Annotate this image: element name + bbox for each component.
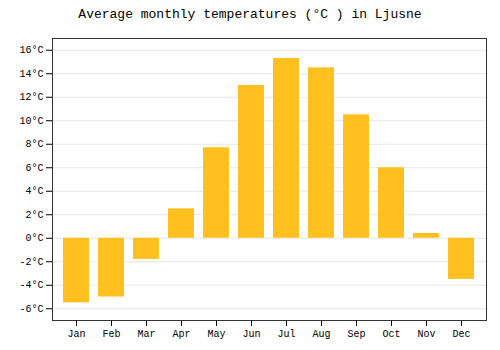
svg-text:14°C: 14°C xyxy=(19,69,43,80)
svg-text:Jul: Jul xyxy=(277,329,295,340)
svg-text:Apr: Apr xyxy=(172,329,190,340)
svg-text:Mar: Mar xyxy=(137,329,155,340)
svg-text:-2°C: -2°C xyxy=(19,257,43,268)
html-text:Average monthly temperatures (: Average monthly temperatures (°C ) in Lj… xyxy=(78,7,422,22)
svg-text:0°C: 0°C xyxy=(25,233,43,244)
svg-text:May: May xyxy=(207,329,225,340)
svg-text:Feb: Feb xyxy=(102,329,120,340)
svg-text:2°C: 2°C xyxy=(25,210,43,221)
svg-text:16°C: 16°C xyxy=(19,45,43,56)
svg-text:8°C: 8°C xyxy=(25,139,43,150)
svg-text:Oct: Oct xyxy=(382,329,400,340)
svg-text:Jan: Jan xyxy=(67,329,85,340)
svg-text:Aug: Aug xyxy=(312,329,330,340)
svg-text:Nov: Nov xyxy=(417,329,435,340)
svg-text:6°C: 6°C xyxy=(25,163,43,174)
svg-text:Sep: Sep xyxy=(347,329,365,340)
svg-text:-6°C: -6°C xyxy=(19,304,43,315)
svg-text:12°C: 12°C xyxy=(19,92,43,103)
svg-text:10°C: 10°C xyxy=(19,116,43,127)
svg-text:-4°C: -4°C xyxy=(19,280,43,291)
svg-text:Dec: Dec xyxy=(452,329,470,340)
svg-text:Jun: Jun xyxy=(242,329,260,340)
svg-text:4°C: 4°C xyxy=(25,186,43,197)
